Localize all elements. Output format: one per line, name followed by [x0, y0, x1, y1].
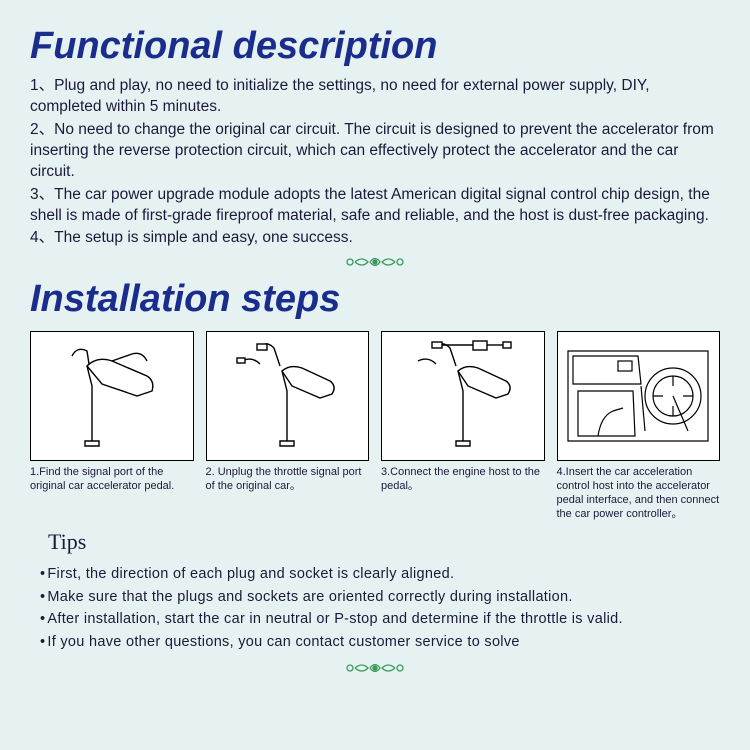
step-4-illustration: [557, 331, 721, 461]
step-4: 4.Insert the car acceleration control ho…: [557, 331, 721, 521]
step-3: 3.Connect the engine host to the pedal。: [381, 331, 545, 521]
step-3-caption: 3.Connect the engine host to the pedal。: [381, 466, 545, 494]
tip-item-2: Make sure that the plugs and sockets are…: [40, 586, 720, 608]
step-2-illustration: [206, 331, 370, 461]
desc-item-1: 1、Plug and play, no need to initialize t…: [30, 76, 720, 118]
tip-item-1: First, the direction of each plug and so…: [40, 563, 720, 585]
tips-heading: Tips: [48, 529, 720, 555]
functional-description-title: Functional description: [30, 25, 720, 68]
desc-item-2: 2、No need to change the original car cir…: [30, 120, 720, 183]
tips-list: First, the direction of each plug and so…: [40, 563, 720, 653]
step-2: 2. Unplug the throttle signal port of th…: [206, 331, 370, 521]
step-1-caption: 1.Find the signal port of the original c…: [30, 466, 194, 494]
ornamental-divider-2: [30, 659, 720, 682]
tip-item-4: If you have other questions, you can con…: [40, 631, 720, 653]
step-3-illustration: [381, 331, 545, 461]
installation-steps-title: Installation steps: [30, 278, 720, 321]
step-1-illustration: [30, 331, 194, 461]
functional-description-list: 1、Plug and play, no need to initialize t…: [30, 76, 720, 249]
ornamental-divider-1: [30, 253, 720, 276]
step-4-caption: 4.Insert the car acceleration control ho…: [557, 466, 721, 521]
desc-item-3: 3、The car power upgrade module adopts th…: [30, 185, 720, 227]
step-1: 1.Find the signal port of the original c…: [30, 331, 194, 521]
desc-item-4: 4、The setup is simple and easy, one succ…: [30, 228, 720, 249]
step-2-caption: 2. Unplug the throttle signal port of th…: [206, 466, 370, 494]
tip-item-3: After installation, start the car in neu…: [40, 608, 720, 630]
installation-steps-row: 1.Find the signal port of the original c…: [30, 331, 720, 521]
